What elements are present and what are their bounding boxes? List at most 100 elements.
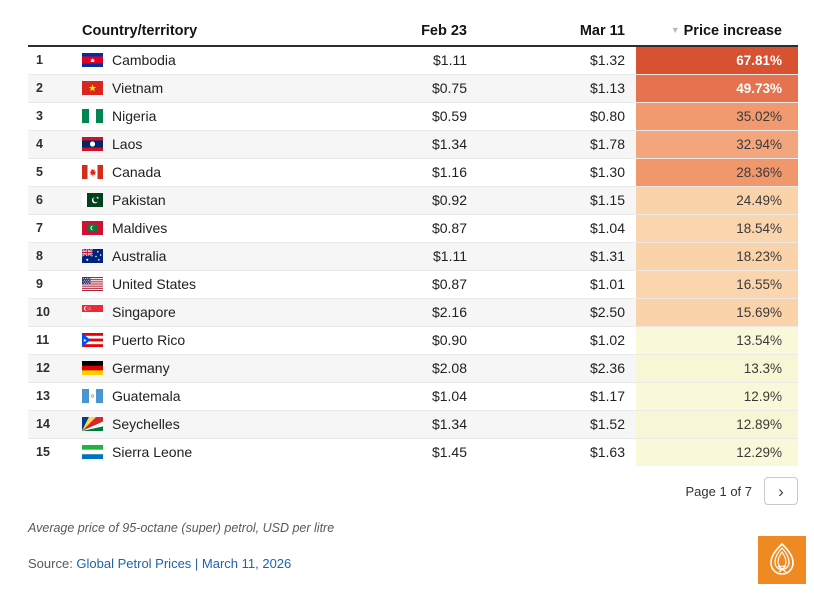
- country-cell: Australia: [82, 242, 322, 270]
- price-increase-cell: 32.94%: [636, 130, 798, 158]
- feb23-price-cell: $0.59: [431, 108, 467, 124]
- la-flag-icon: [82, 137, 103, 151]
- feb23-price-cell: $0.90: [431, 332, 467, 348]
- table-row: 7 Maldives $0.87 $1.04 18.54%: [28, 214, 798, 242]
- rank-cell: 15: [36, 445, 50, 460]
- mar11-price-cell: $1.52: [589, 416, 625, 432]
- country-cell: Sierra Leone: [82, 438, 322, 466]
- feb23-price-cell: $0.92: [431, 192, 467, 208]
- rank-cell: 12: [36, 361, 50, 375]
- price-increase-cell: 16.55%: [636, 270, 798, 298]
- price-increase-cell: 35.02%: [636, 102, 798, 130]
- table-row: 13 Guatemala $1.04 $1.17 12.9%: [28, 382, 798, 410]
- mv-flag-icon: [82, 221, 103, 235]
- mar11-price-cell: $0.80: [589, 108, 625, 124]
- mar11-price-cell: $1.78: [589, 136, 625, 152]
- al-jazeera-flame-icon: [770, 542, 794, 575]
- source-link[interactable]: Global Petrol Prices | March 11, 2026: [76, 556, 292, 571]
- country-cell: Canada: [82, 158, 322, 186]
- mar11-price-cell: $1.30: [589, 164, 625, 180]
- table-row: 14 Seychelles $1.34 $1.52 12.89%: [28, 410, 798, 438]
- table-row: 6 Pakistan $0.92 $1.15 24.49%: [28, 186, 798, 214]
- country-cell: Laos: [82, 130, 322, 158]
- country-cell: Nigeria: [82, 102, 322, 130]
- ng-flag-icon: [82, 109, 103, 123]
- ca-flag-icon: [82, 165, 103, 179]
- au-flag-icon: [82, 249, 103, 263]
- feb23-price-cell: $1.11: [433, 248, 467, 264]
- pagination: Page 1 of 7 ›: [28, 477, 798, 505]
- sl-flag-icon: [82, 445, 103, 460]
- country-name: Canada: [112, 164, 162, 180]
- feb23-price-cell: $1.11: [433, 52, 467, 69]
- rank-cell: 5: [36, 165, 43, 179]
- page-indicator: Page 1 of 7: [685, 483, 753, 499]
- gt-flag-icon: [82, 389, 103, 403]
- kh-flag-icon: [82, 53, 103, 68]
- pk-flag-icon: [82, 193, 103, 207]
- price-increase-cell: 18.23%: [636, 242, 798, 270]
- de-flag-icon: [82, 361, 103, 375]
- feb23-price-cell: $1.04: [431, 388, 467, 404]
- mar11-price-cell: $1.02: [589, 332, 625, 348]
- table-row: 3 Nigeria $0.59 $0.80 35.02%: [28, 102, 798, 130]
- source-prefix: Source:: [28, 556, 77, 571]
- price-increase-cell: 12.29%: [636, 438, 798, 466]
- country-name: Germany: [112, 360, 170, 376]
- price-increase-cell: 15.69%: [636, 298, 798, 326]
- country-cell: Vietnam: [82, 74, 322, 102]
- chevron-right-icon: ›: [778, 481, 784, 501]
- country-name: Pakistan: [112, 192, 166, 208]
- rank-cell: 4: [36, 137, 43, 151]
- mar11-price-cell: $1.32: [589, 52, 625, 69]
- feb23-price-cell: $2.08: [431, 360, 467, 376]
- country-name: Vietnam: [112, 80, 164, 96]
- header-price-increase-label: Price increase: [683, 22, 782, 39]
- next-page-button[interactable]: ›: [764, 477, 798, 505]
- rank-cell: 6: [36, 193, 43, 207]
- country-cell: United States: [82, 270, 322, 298]
- table-row: 4 Laos $1.34 $1.78 32.94%: [28, 130, 798, 158]
- feb23-price-cell: $1.34: [431, 416, 467, 432]
- header-price-increase-sort[interactable]: ▼ Price increase: [636, 16, 798, 46]
- price-increase-cell: 24.49%: [636, 186, 798, 214]
- table-row: 12 Germany $2.08 $2.36 13.3%: [28, 354, 798, 382]
- country-cell: Cambodia: [82, 46, 322, 74]
- header-country: Country/territory: [82, 22, 198, 39]
- country-cell: Puerto Rico: [82, 326, 322, 354]
- country-cell: Germany: [82, 354, 322, 382]
- country-cell: Seychelles: [82, 410, 322, 438]
- country-name: Singapore: [112, 304, 176, 320]
- table-row: 15 Sierra Leone $1.45 $1.63 12.29%: [28, 438, 798, 466]
- table-row: 10 Singapore $2.16 $2.50 15.69%: [28, 298, 798, 326]
- feb23-price-cell: $0.87: [431, 276, 467, 292]
- country-name: Maldives: [112, 220, 168, 236]
- feb23-price-cell: $0.75: [431, 80, 467, 96]
- vn-flag-icon: [82, 81, 103, 95]
- mar11-price-cell: $1.31: [589, 248, 625, 264]
- country-cell: Maldives: [82, 214, 322, 242]
- mar11-price-cell: $1.15: [589, 192, 625, 208]
- price-increase-cell: 12.9%: [636, 382, 798, 410]
- price-increase-cell: 49.73%: [636, 74, 798, 102]
- mar11-price-cell: $1.13: [589, 80, 625, 96]
- country-name: Laos: [112, 136, 143, 152]
- us-flag-icon: [82, 277, 103, 291]
- table-row: 5 Canada $1.16 $1.30 28.36%: [28, 158, 798, 186]
- rank-cell: 8: [36, 249, 43, 263]
- feb23-price-cell: $1.45: [431, 444, 467, 461]
- table-row: 11 Puerto Rico $0.90 $1.02 13.54%: [28, 326, 798, 354]
- header-mar11: Mar 11: [579, 22, 625, 39]
- country-name: Seychelles: [112, 416, 180, 432]
- pr-flag-icon: [82, 333, 103, 347]
- rank-cell: 1: [36, 53, 43, 68]
- feb23-price-cell: $1.16: [431, 164, 467, 180]
- rank-cell: 2: [36, 81, 43, 95]
- sc-flag-icon: [82, 417, 103, 431]
- al-jazeera-logo: [758, 536, 806, 584]
- petrol-price-table: Country/territory Feb 23 Mar 11 ▼ Price i…: [28, 16, 798, 466]
- table-row: 1 Cambodia $1.11 $1.32 67.81%: [28, 46, 798, 74]
- header-row: Country/territory Feb 23 Mar 11 ▼ Price i…: [28, 16, 798, 46]
- price-increase-cell: 13.3%: [636, 354, 798, 382]
- country-name: Australia: [112, 248, 167, 264]
